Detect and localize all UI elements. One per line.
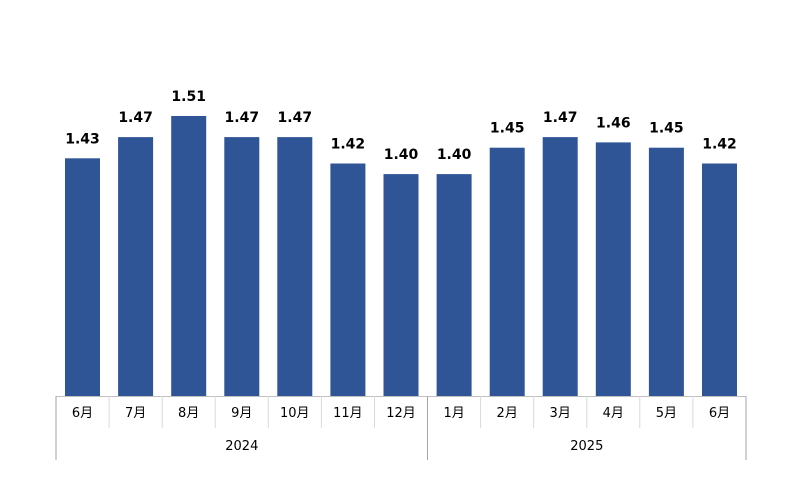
tick-label-1: 6月	[72, 406, 93, 421]
bar-12	[648, 147, 684, 396]
bar-10	[542, 137, 578, 396]
tick-label-3: 8月	[178, 406, 199, 421]
tick-label-6: 11月	[333, 406, 363, 421]
data-label-9: 1.45	[490, 121, 525, 137]
tick-label-8: 1月	[443, 406, 464, 421]
tick-label-7: 12月	[386, 406, 416, 421]
bar-4	[224, 137, 260, 396]
bar-7	[383, 174, 419, 396]
data-label-10: 1.47	[543, 110, 578, 126]
bar-13	[702, 163, 737, 396]
data-label-3: 1.51	[171, 89, 206, 105]
data-label-11: 1.46	[596, 115, 631, 131]
group-label-2025: 2025	[570, 439, 603, 454]
data-label-4: 1.47	[225, 110, 260, 126]
tick-label-11: 4月	[603, 406, 624, 421]
bar-9	[489, 147, 525, 396]
data-label-13: 1.42	[702, 137, 737, 153]
bar-3	[171, 116, 207, 396]
bars-layer	[65, 116, 737, 396]
bar-1	[65, 158, 100, 396]
bar-2	[118, 137, 154, 396]
data-label-8: 1.40	[437, 147, 472, 163]
bar-11	[595, 142, 631, 396]
data-label-5: 1.47	[278, 110, 313, 126]
category-axis: 6月 7月 8月 9月 10月 11月 12月 1月 2月 3月 4月 5月 6月 2024 2025	[55, 396, 747, 460]
tick-label-5: 10月	[280, 406, 310, 421]
data-label-1: 1.43	[65, 131, 100, 147]
bar-8	[436, 174, 472, 396]
tick-label-13: 6月	[709, 406, 730, 421]
tick-label-9: 2月	[497, 406, 518, 421]
group-label-2024: 2024	[225, 439, 258, 454]
value-labels-layer: 1.43 1.47 1.51 1.47 1.47 1.42 1.40 1.40 1.45 1.47…	[65, 89, 737, 163]
tick-label-4: 9月	[231, 406, 252, 421]
bar-5	[277, 137, 313, 396]
data-label-12: 1.45	[649, 121, 684, 137]
data-label-2: 1.47	[118, 110, 153, 126]
data-label-6: 1.42	[331, 137, 366, 153]
tick-label-10: 3月	[550, 406, 571, 421]
bar-6	[330, 163, 366, 396]
tick-label-12: 5月	[656, 406, 677, 421]
tick-label-2: 7月	[125, 406, 146, 421]
data-label-7: 1.40	[384, 147, 419, 163]
